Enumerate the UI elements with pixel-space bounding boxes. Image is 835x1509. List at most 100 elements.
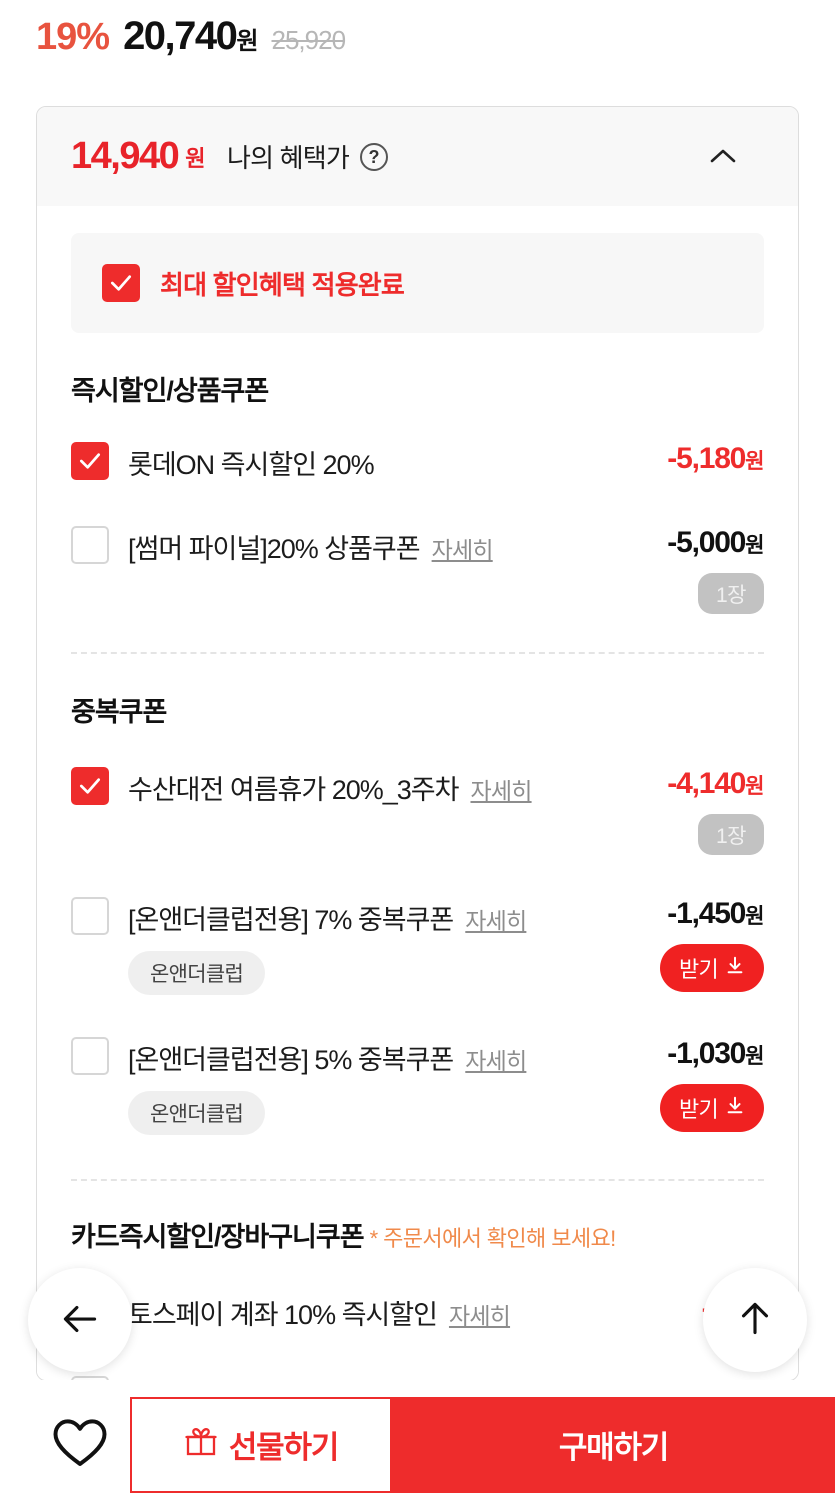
scroll-to-top-button[interactable] [703, 1268, 807, 1372]
coupon-title-line: [온앤더클럽전용] 7% 중복쿠폰 자세히 [128, 898, 527, 937]
coupon-row[interactable]: [온앤더클럽전용] 5% 중복쿠폰 자세히 온앤더클럽 -1,030원 받기 [71, 1037, 764, 1135]
question-mark-icon[interactable]: ? [360, 142, 389, 171]
checkbox-checked-icon[interactable] [71, 442, 109, 480]
coupon-download-label: 받기 [678, 957, 719, 982]
checkbox-unchecked-icon[interactable] [71, 897, 109, 935]
buy-button-label: 구매하기 [558, 1430, 669, 1465]
price-summary-row: 19% 20,740원 25,920 [0, 0, 835, 86]
section-title-stackable-coupon: 중복쿠폰 [71, 690, 764, 729]
coupon-detail-link[interactable]: 자세히 [448, 1303, 511, 1329]
coupon-amount: -5,180원 [667, 442, 764, 476]
coupon-row-right: -1,450원 받기 [646, 897, 764, 992]
coupon-title: 수산대전 여름휴가 20%_3주차 [128, 775, 459, 805]
arrow-up-icon [730, 1294, 780, 1347]
download-icon [725, 1095, 745, 1121]
buy-button[interactable]: 구매하기 [392, 1396, 835, 1493]
coupon-amount: -1,600원 [667, 1376, 764, 1380]
download-icon [725, 955, 745, 981]
coupon-row[interactable]: 토스페이 계좌 10% 즉시할인 자세히 -1,60 [71, 1292, 765, 1336]
gift-button-label: 선물하기 [228, 1430, 339, 1465]
coupon-text-wrap: 토스페이 계좌 10% 즉시할인 자세히 [128, 1292, 511, 1332]
benefit-price-value: 14,940 [71, 135, 180, 177]
coupon-row-left: [온앤더클럽전용] 5% 중복쿠폰 자세히 온앤더클럽 [71, 1037, 646, 1135]
coupon-download-button[interactable]: 받기 [660, 1084, 764, 1132]
coupon-row[interactable]: 수산대전 여름휴가 20%_3주차 자세히 -4,140원 1장 [71, 767, 764, 855]
coupon-amount-unit: 원 [745, 450, 764, 473]
checkbox-unchecked-icon[interactable] [71, 526, 109, 564]
coupon-text-wrap: 롯데ON 즉시할인 20% [128, 442, 375, 482]
coupon-count-badge: 1장 [698, 573, 764, 614]
coupon-text-wrap: [온앤더클럽전용] 5% 중복쿠폰 자세히 온앤더클럽 [128, 1037, 527, 1135]
coupon-row-right: -5,180원 [653, 442, 764, 476]
coupon-row[interactable]: [온앤더클럽전용] 7% 중복쿠폰 자세히 온앤더클럽 -1,450원 받기 [71, 897, 764, 995]
checkbox-unchecked-icon[interactable] [71, 1376, 109, 1380]
back-button[interactable] [28, 1268, 132, 1372]
benefit-price-label: 나의 혜택가 [226, 143, 350, 173]
coupon-detail-link[interactable]: 자세히 [431, 537, 494, 563]
coupon-title-line: 토스페이 계좌 10% 즉시할인 자세히 [128, 1293, 511, 1332]
applied-banner-label: 최대 할인혜택 적용완료 [160, 269, 405, 300]
coupon-amount-unit: 원 [745, 905, 764, 928]
original-price: 25,920 [271, 25, 347, 55]
coupon-amount: -5,000원 [667, 526, 764, 560]
coupon-detail-link[interactable]: 자세히 [470, 778, 532, 804]
coupon-amount-value: -1,600 [667, 1376, 746, 1380]
coupon-amount-value: -1,450 [667, 897, 746, 930]
coupon-row-left: 카카오페이 머니 10% 즉시할인 자세히 [71, 1376, 653, 1380]
section-title-text: 중복쿠폰 [71, 697, 167, 727]
benefit-card-body: 최대 할인혜택 적용완료 즉시할인/상품쿠폰 롯데ON 즉시할인 20% [37, 233, 798, 1380]
max-discount-applied-banner[interactable]: 최대 할인혜택 적용완료 [71, 233, 764, 333]
coupon-row-left: 토스페이 계좌 10% 즉시할인 자세히 [71, 1292, 688, 1332]
coupon-title: 롯데ON 즉시할인 20% [128, 450, 375, 480]
coupon-membership-tag: 온앤더클럽 [128, 951, 266, 995]
coupon-amount-unit: 원 [745, 534, 764, 557]
coupon-membership-tag: 온앤더클럽 [128, 1091, 266, 1135]
coupon-title: [썸머 파이널]20% 상품쿠폰 [128, 534, 421, 564]
gift-button[interactable]: 선물하기 [130, 1396, 392, 1493]
coupon-text-wrap: [썸머 파이널]20% 상품쿠폰 자세히 [128, 526, 494, 566]
coupon-row[interactable]: 카카오페이 머니 10% 즉시할인 자세히 -1,600원 [71, 1376, 764, 1380]
coupon-text-wrap: 수산대전 여름휴가 20%_3주차 자세히 [128, 767, 532, 807]
coupon-detail-link[interactable]: 자세히 [465, 908, 527, 934]
coupon-title: 토스페이 계좌 10% 즉시할인 [128, 1300, 438, 1330]
section-divider [71, 1179, 764, 1181]
coupon-amount-unit: 원 [745, 775, 764, 798]
benefit-price-unit: 원 [185, 145, 205, 171]
coupon-amount: -1,450원 [667, 897, 764, 931]
coupon-amount-value: -1,030 [667, 1037, 746, 1070]
checkbox-unchecked-icon[interactable] [71, 1037, 109, 1075]
coupon-download-label: 받기 [678, 1097, 719, 1122]
sale-price-value: 20,740 [123, 14, 238, 58]
coupon-amount-value: -5,180 [667, 442, 746, 475]
coupon-amount-value: -4,140 [667, 767, 746, 800]
coupon-count-badge: 1장 [698, 814, 764, 855]
gift-icon [184, 1424, 218, 1466]
coupon-row-right: -5,000원 1장 [653, 526, 764, 614]
coupon-amount-value: -5,000 [667, 526, 746, 559]
checkbox-checked-icon[interactable] [71, 767, 109, 805]
coupon-title-line: [썸머 파이널]20% 상품쿠폰 자세히 [128, 527, 494, 566]
sale-price: 20,740원 [123, 14, 258, 59]
check-icon[interactable] [102, 264, 140, 302]
coupon-amount: -4,140원 [667, 767, 764, 801]
chevron-up-icon[interactable] [706, 140, 740, 174]
coupon-detail-link[interactable]: 자세히 [465, 1048, 527, 1074]
coupon-row[interactable]: 롯데ON 즉시할인 20% -5,180원 [71, 442, 764, 486]
wishlist-button[interactable] [30, 1417, 130, 1472]
coupon-title-line: 롯데ON 즉시할인 20% [128, 443, 375, 482]
coupon-row[interactable]: [썸머 파이널]20% 상품쿠폰 자세히 -5,000원 1장 [71, 526, 764, 614]
benefit-card-header[interactable]: 14,940 원 나의 혜택가 ? [37, 107, 798, 206]
section-divider [71, 652, 764, 654]
coupon-title: [온앤더클럽전용] 7% 중복쿠폰 [128, 905, 454, 935]
heart-outline-icon [52, 1417, 108, 1472]
coupon-text-wrap: [온앤더클럽전용] 7% 중복쿠폰 자세히 온앤더클럽 [128, 897, 527, 995]
sale-price-unit: 원 [236, 28, 258, 55]
coupon-amount-unit: 원 [745, 1045, 764, 1068]
section-title-text: 즉시할인/상품쿠폰 [71, 376, 269, 406]
arrow-left-icon [55, 1294, 105, 1347]
coupon-row-right: -4,140원 1장 [653, 767, 764, 855]
coupon-download-button[interactable]: 받기 [660, 944, 764, 992]
coupon-title: [온앤더클럽전용] 5% 중복쿠폰 [128, 1045, 454, 1075]
coupon-row-left: 롯데ON 즉시할인 20% [71, 442, 653, 482]
